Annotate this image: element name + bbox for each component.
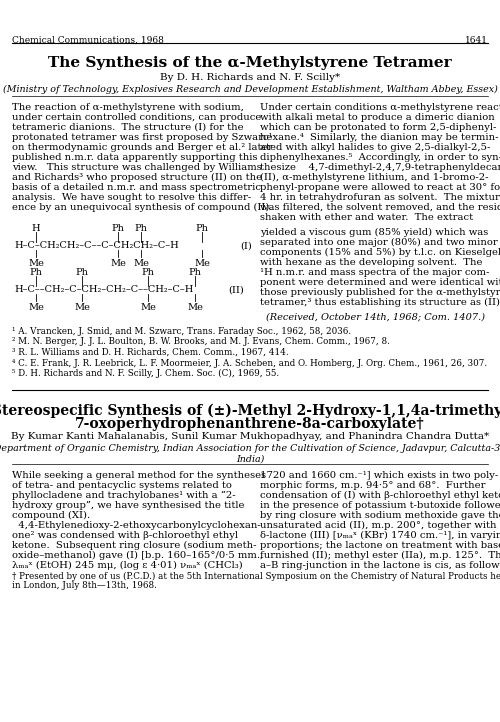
Text: Ph: Ph — [76, 268, 88, 277]
Text: Me: Me — [194, 259, 210, 268]
Text: Ph: Ph — [134, 224, 147, 233]
Text: λₘₐˣ (EtOH) 245 mμ, (log ε 4·01) νₘₐˣ (CHCl₃): λₘₐˣ (EtOH) 245 mμ, (log ε 4·01) νₘₐˣ (C… — [12, 561, 243, 570]
Text: basis of a detailed n.m.r. and mass spectrometric: basis of a detailed n.m.r. and mass spec… — [12, 183, 261, 192]
Text: 7-oxoperhydrophenanthrene-8a-carboxylate†: 7-oxoperhydrophenanthrene-8a-carboxylate… — [75, 417, 425, 431]
Text: (Department of Organic Chemistry, Indian Association for the Cultivation of Scie: (Department of Organic Chemistry, Indian… — [0, 444, 500, 453]
Text: proportions; the lactone on treatment with base: proportions; the lactone on treatment wi… — [260, 541, 500, 550]
Text: shaken with ether and water.  The extract: shaken with ether and water. The extract — [260, 213, 473, 222]
Text: condensation of (I) with β-chloroethyl ethyl ketone: condensation of (I) with β-chloroethyl e… — [260, 491, 500, 500]
Text: Me: Me — [140, 303, 156, 312]
Text: phenyl-propane were allowed to react at 30° for: phenyl-propane were allowed to react at … — [260, 183, 500, 192]
Text: on thermodynamic grounds and Berger et al.² later: on thermodynamic grounds and Berger et a… — [12, 143, 272, 152]
Text: hexane.⁴  Similarly, the dianion may be termin-: hexane.⁴ Similarly, the dianion may be t… — [260, 133, 498, 142]
Text: (II), α-methylstyrene lithium, and 1-bromo-2-: (II), α-methylstyrene lithium, and 1-bro… — [260, 173, 488, 182]
Text: By D. H. Richards and N. F. Scilly*: By D. H. Richards and N. F. Scilly* — [160, 73, 340, 82]
Text: Me: Me — [133, 259, 149, 268]
Text: Chemical Communications, 1968: Chemical Communications, 1968 — [12, 36, 164, 45]
Text: by ring closure with sodium methoxide gave the: by ring closure with sodium methoxide ga… — [260, 511, 500, 520]
Text: ⁴ C. E. Frank, J. R. Leebrick, L. F. Moormeier, J. A. Scheben, and O. Homberg, J: ⁴ C. E. Frank, J. R. Leebrick, L. F. Moo… — [12, 359, 487, 367]
Text: Me: Me — [28, 303, 44, 312]
Text: and Richards³ who proposed structure (II) on the: and Richards³ who proposed structure (II… — [12, 173, 262, 182]
Text: H: H — [32, 224, 40, 233]
Text: thesize    4,7-dimethyl-2,4,7,9-tetraphenyldecane: thesize 4,7-dimethyl-2,4,7,9-tetraphenyl… — [260, 163, 500, 172]
Text: protonated tetramer was first proposed by Szwarc¹: protonated tetramer was first proposed b… — [12, 133, 272, 142]
Text: with hexane as the developing solvent.  The: with hexane as the developing solvent. T… — [260, 258, 482, 267]
Text: Ph: Ph — [112, 224, 124, 233]
Text: published n.m.r. data apparently supporting this: published n.m.r. data apparently support… — [12, 153, 258, 162]
Text: Ph: Ph — [30, 268, 43, 277]
Text: morphic forms, m.p. 94·5° and 68°.  Further: morphic forms, m.p. 94·5° and 68°. Furth… — [260, 481, 486, 490]
Text: Ph: Ph — [196, 224, 208, 233]
Text: which can be protonated to form 2,5-diphenyl-: which can be protonated to form 2,5-diph… — [260, 123, 496, 132]
Text: The reaction of α-methylstyrene with sodium,: The reaction of α-methylstyrene with sod… — [12, 103, 244, 112]
Text: components (15% and 5%) by t.l.c. on Kieselgel G: components (15% and 5%) by t.l.c. on Kie… — [260, 248, 500, 257]
Text: Me: Me — [187, 303, 203, 312]
Text: By Kumar Kanti Mahalanabis, Sunil Kumar Mukhopadhyay, and Phanindra Chandra Dutt: By Kumar Kanti Mahalanabis, Sunil Kumar … — [11, 432, 489, 441]
Text: H–C–CH₂CH₂–C––C–CH₂CH₂–C–H: H–C–CH₂CH₂–C––C–CH₂CH₂–C–H — [14, 241, 179, 251]
Text: Me: Me — [110, 259, 126, 268]
Text: hydroxy group”, we have synthesised the title: hydroxy group”, we have synthesised the … — [12, 501, 244, 510]
Text: view.   This structure was challenged by Williams: view. This structure was challenged by W… — [12, 163, 262, 172]
Text: ketone.  Subsequent ring closure (sodium meth-: ketone. Subsequent ring closure (sodium … — [12, 541, 256, 550]
Text: under certain controlled conditions, can produce: under certain controlled conditions, can… — [12, 113, 262, 122]
Text: Stereospecific Synthesis of (±)-Methyl 2-Hydroxy-1,1,4a-trimethyl: Stereospecific Synthesis of (±)-Methyl 2… — [0, 404, 500, 418]
Text: Me: Me — [74, 303, 90, 312]
Text: phyllocladene and trachylobanes¹ with a “2-: phyllocladene and trachylobanes¹ with a … — [12, 491, 235, 500]
Text: (II): (II) — [228, 285, 244, 295]
Text: tetramer,³ thus establishing its structure as (II).: tetramer,³ thus establishing its structu… — [260, 298, 500, 307]
Text: diphenylhexanes.⁵  Accordingly, in order to syn-: diphenylhexanes.⁵ Accordingly, in order … — [260, 153, 500, 162]
Text: yielded a viscous gum (85% yield) which was: yielded a viscous gum (85% yield) which … — [260, 228, 488, 237]
Text: oxide–methanol) gave (I) [b.p. 160–165°/0·5 mm.,: oxide–methanol) gave (I) [b.p. 160–165°/… — [12, 551, 263, 560]
Text: in London, July 8th—13th, 1968.: in London, July 8th—13th, 1968. — [12, 581, 157, 590]
Text: separated into one major (80%) and two minor: separated into one major (80%) and two m… — [260, 238, 498, 247]
Text: 1641: 1641 — [465, 36, 488, 45]
Text: δ-lactone (III) [νₘₐˣ (KBr) 1740 cm.⁻¹], in varying: δ-lactone (III) [νₘₐˣ (KBr) 1740 cm.⁻¹],… — [260, 531, 500, 540]
Text: a–B ring-junction in the lactone is cis, as follows: a–B ring-junction in the lactone is cis,… — [260, 561, 500, 570]
Text: of tetra- and pentacyclic systems related to: of tetra- and pentacyclic systems relate… — [12, 481, 232, 490]
Text: ¹H n.m.r. and mass spectra of the major com-: ¹H n.m.r. and mass spectra of the major … — [260, 268, 490, 277]
Text: ² M. N. Berger, J. J. L. Boulton, B. W. Brooks, and M. J. Evans, Chem. Comm., 19: ² M. N. Berger, J. J. L. Boulton, B. W. … — [12, 337, 390, 347]
Text: furnished (II); methyl ester (IIa), m.p. 125°.  The: furnished (II); methyl ester (IIa), m.p.… — [260, 551, 500, 560]
Text: 4,4-Ethylenedioxy-2-ethoxycarbonylcyclohexan-: 4,4-Ethylenedioxy-2-ethoxycarbonylcycloh… — [12, 521, 261, 530]
Text: 1720 and 1660 cm.⁻¹] which exists in two poly-: 1720 and 1660 cm.⁻¹] which exists in two… — [260, 471, 498, 480]
Text: tetrameric dianions.  The structure (I) for the: tetrameric dianions. The structure (I) f… — [12, 123, 243, 132]
Text: unsaturated acid (II), m.p. 200°, together with the: unsaturated acid (II), m.p. 200°, togeth… — [260, 521, 500, 530]
Text: one² was condensed with β-chloroethyl ethyl: one² was condensed with β-chloroethyl et… — [12, 531, 238, 540]
Text: (Ministry of Technology, Explosives Research and Development Establishment, Walt: (Ministry of Technology, Explosives Rese… — [2, 85, 498, 94]
Text: The Synthesis of the α-Methylstyrene Tetramer: The Synthesis of the α-Methylstyrene Tet… — [48, 56, 452, 70]
Text: ponent were determined and were identical with: ponent were determined and were identica… — [260, 278, 500, 287]
Text: While seeking a general method for the syntheses: While seeking a general method for the s… — [12, 471, 266, 480]
Text: 4 hr. in tetrahydrofuran as solvent.  The mixture: 4 hr. in tetrahydrofuran as solvent. The… — [260, 193, 500, 202]
Text: ⁵ D. H. Richards and N. F. Scilly, J. Chem. Soc. (C), 1969, 55.: ⁵ D. H. Richards and N. F. Scilly, J. Ch… — [12, 369, 279, 378]
Text: Under certain conditions α-methylstyrene reacts: Under certain conditions α-methylstyrene… — [260, 103, 500, 112]
Text: Ph: Ph — [142, 268, 154, 277]
Text: with alkali metal to produce a dimeric dianion: with alkali metal to produce a dimeric d… — [260, 113, 495, 122]
Text: ated with alkyl halides to give 2,5-dialkyl-2,5-: ated with alkyl halides to give 2,5-dial… — [260, 143, 490, 152]
Text: ence by an unequivocal synthesis of compound (II).: ence by an unequivocal synthesis of comp… — [12, 203, 272, 212]
Text: Me: Me — [28, 259, 44, 268]
Text: ³ R. L. Williams and D. H. Richards, Chem. Comm., 1967, 414.: ³ R. L. Williams and D. H. Richards, Che… — [12, 348, 288, 357]
Text: compound (XI).: compound (XI). — [12, 511, 90, 520]
Text: India): India) — [236, 455, 264, 464]
Text: in the presence of potassium t-butoxide followed: in the presence of potassium t-butoxide … — [260, 501, 500, 510]
Text: ¹ A. Vrancken, J. Smid, and M. Szwarc, Trans. Faraday Soc., 1962, 58, 2036.: ¹ A. Vrancken, J. Smid, and M. Szwarc, T… — [12, 327, 351, 336]
Text: those previously published for the α-methylstyrene: those previously published for the α-met… — [260, 288, 500, 297]
Text: † Presented by one of us (P.C.D.) at the 5th International Symposium on the Chem: † Presented by one of us (P.C.D.) at the… — [12, 572, 500, 581]
Text: (Received, October 14th, 1968; Com. 1407.): (Received, October 14th, 1968; Com. 1407… — [266, 312, 484, 321]
Text: (I): (I) — [240, 241, 252, 251]
Text: Ph: Ph — [188, 268, 202, 277]
Text: analysis.  We have sought to resolve this differ-: analysis. We have sought to resolve this… — [12, 193, 252, 202]
Text: H–C––CH₂–C–CH₂–CH₂–C––CH₂–C–H: H–C––CH₂–C–CH₂–CH₂–C––CH₂–C–H — [14, 285, 194, 295]
Text: was filtered, the solvent removed, and the residue: was filtered, the solvent removed, and t… — [260, 203, 500, 212]
